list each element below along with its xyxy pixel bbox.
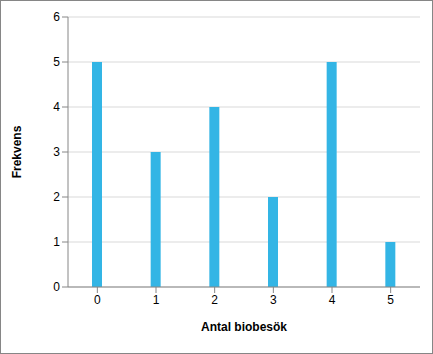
svg-text:3: 3 (53, 145, 60, 159)
svg-text:5: 5 (53, 55, 60, 69)
svg-text:3: 3 (270, 293, 277, 307)
svg-text:0: 0 (94, 293, 101, 307)
svg-text:6: 6 (53, 10, 60, 24)
svg-text:0: 0 (53, 280, 60, 294)
svg-text:5: 5 (387, 293, 394, 307)
svg-text:4: 4 (329, 293, 336, 307)
svg-text:2: 2 (53, 190, 60, 204)
svg-text:4: 4 (53, 100, 60, 114)
svg-text:1: 1 (53, 235, 60, 249)
svg-text:1: 1 (153, 293, 160, 307)
svg-text:Frekvens: Frekvens (10, 125, 24, 178)
svg-text:Antal biobesök: Antal biobesök (201, 320, 287, 334)
svg-text:2: 2 (211, 293, 218, 307)
